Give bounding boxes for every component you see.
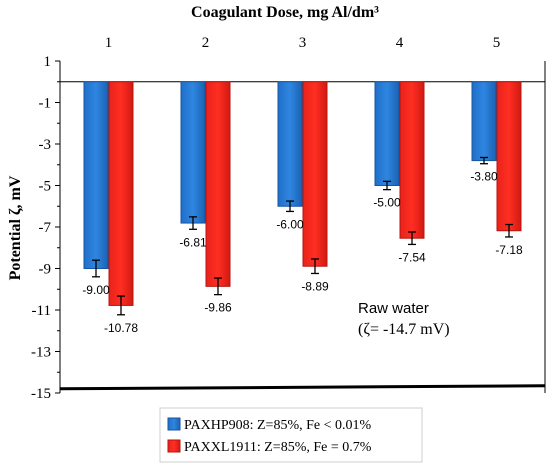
bar-paxhp908 [374, 81, 400, 186]
data-label: -5.00 [373, 196, 401, 210]
raw-water-line [59, 384, 546, 391]
data-label: -7.54 [398, 250, 426, 264]
data-label: -9.86 [204, 301, 232, 315]
y-tick-label: -15 [31, 386, 51, 402]
y-axis-label: Potential ζ, mV [7, 175, 24, 280]
legend-box [159, 407, 423, 463]
annotation-raw-water-value: (ζ= -14.7 mV) [358, 321, 450, 338]
x-tick-labels: 1 2 3 4 5 [105, 35, 501, 51]
data-label: -7.18 [495, 243, 523, 257]
y-tick-label: -5 [39, 179, 52, 195]
y-tick-labels: 1 -1 -3 -5 -7 -9 -11 -13 -15 [31, 54, 51, 402]
data-labels: -9.00 -10.78 -6.81 -9.86 -6.00 -8.89 -5.00 -7.5… [82, 170, 523, 335]
bars [83, 81, 522, 316]
raw-water-reference [59, 384, 546, 391]
y-tick-label: -9 [39, 262, 52, 278]
chart-title: Coagulant Dose, mg Al/dm³ [191, 4, 379, 21]
annotation-raw-water: Raw water [358, 300, 429, 317]
bar-paxhp908 [180, 81, 206, 224]
bar-paxxl1911 [302, 81, 328, 267]
bar-paxxl1911 [399, 81, 425, 239]
legend-swatch [167, 417, 181, 431]
x-tick-label: 5 [493, 35, 501, 51]
data-label: -3.80 [470, 170, 498, 184]
legend: PAXHP908: Z=85%, Fe < 0.01% PAXXL1911: Z=… [159, 407, 423, 463]
data-label: -6.81 [179, 235, 207, 249]
legend-swatch [167, 439, 181, 453]
y-tick-label: -7 [39, 220, 52, 236]
bar-paxhp908 [471, 81, 497, 162]
data-label: -9.00 [82, 283, 110, 297]
bar-paxxl1911 [496, 81, 522, 232]
axes [55, 60, 546, 394]
legend-label: PAXXL1911: Z=85%, Fe = 0.7% [184, 440, 372, 455]
data-label: -10.78 [104, 321, 138, 335]
y-tick-label: -1 [39, 96, 52, 112]
data-label: -8.89 [301, 279, 329, 293]
y-tick-label: -13 [31, 345, 51, 361]
x-tick-label: 2 [202, 35, 210, 51]
bar-paxhp908 [83, 81, 109, 269]
legend-label: PAXHP908: Z=85%, Fe < 0.01% [184, 418, 372, 433]
bar-paxxl1911 [205, 81, 231, 287]
bar-paxhp908 [277, 81, 303, 207]
y-tick-label: 1 [44, 54, 52, 70]
y-tick-label: -11 [32, 303, 51, 319]
x-tick-label: 3 [299, 35, 307, 51]
y-tick-label: -3 [39, 137, 52, 153]
x-tick-label: 4 [396, 35, 404, 51]
bar-paxxl1911 [108, 81, 134, 306]
x-tick-label: 1 [105, 35, 113, 51]
data-label: -6.00 [276, 217, 304, 231]
